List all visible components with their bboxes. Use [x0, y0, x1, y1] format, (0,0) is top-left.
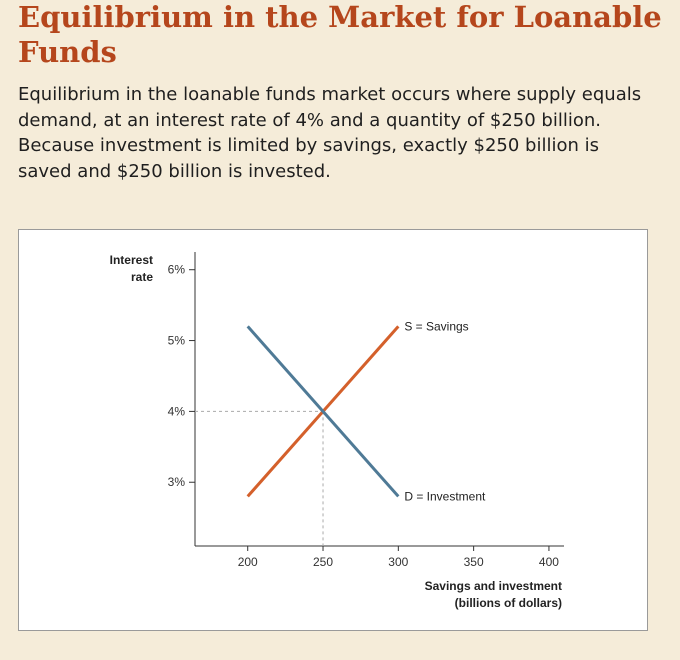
chart-panel: Interest rate Savings and investment (bi…	[18, 229, 648, 631]
y-tick-label: 3%	[168, 475, 186, 489]
y-tick-label: 4%	[168, 404, 186, 418]
y-tick-label: 6%	[168, 263, 186, 277]
x-axis-title-line2: (billions of dollars)	[455, 596, 562, 610]
loanable-funds-chart: Interest rate Savings and investment (bi…	[110, 252, 564, 610]
x-tick-label: 400	[539, 555, 559, 569]
x-tick-label: 300	[388, 555, 408, 569]
figure-description: Equilibrium in the loanable funds market…	[18, 84, 642, 182]
y-axis-title-line2: rate	[131, 270, 153, 284]
demand-investment-label: D = Investment	[404, 489, 486, 503]
x-axis-title-line1: Savings and investment	[425, 579, 562, 593]
x-tick-label: 350	[464, 555, 484, 569]
demand-investment-curve	[246, 325, 400, 498]
supply-savings-label: S = Savings	[404, 319, 468, 333]
x-tick-label: 200	[238, 555, 258, 569]
page-title: Equilibrium in the Market for Loanable F…	[18, 0, 662, 69]
y-axis-title-line1: Interest	[110, 253, 153, 267]
y-tick-label: 5%	[168, 334, 186, 348]
x-tick-label: 250	[313, 555, 333, 569]
